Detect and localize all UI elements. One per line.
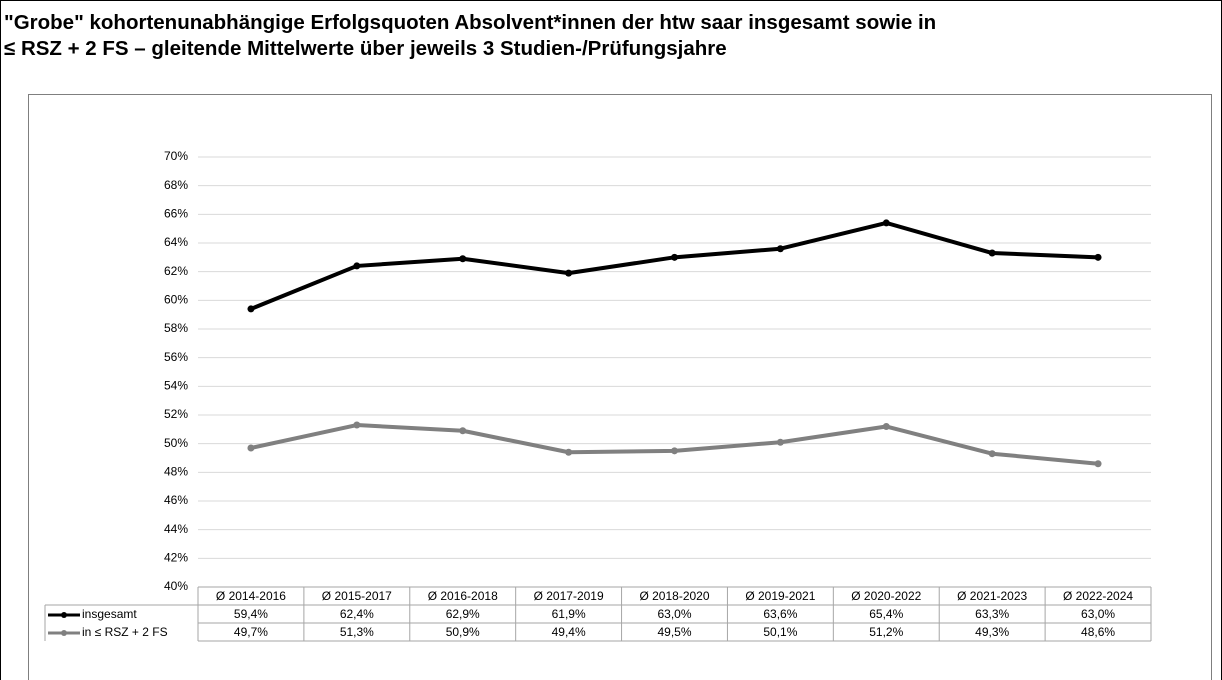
x-tick-label: Ø 2018-2020 <box>639 589 709 603</box>
data-table-value: 48,6% <box>1081 625 1115 639</box>
data-table-value: 63,0% <box>1081 607 1115 621</box>
data-table-value: 51,3% <box>340 625 374 639</box>
data-point <box>459 427 467 435</box>
x-tick-label: Ø 2015-2017 <box>322 589 392 603</box>
y-tick-label: 50% <box>164 436 188 450</box>
x-tick-label: Ø 2021-2023 <box>957 589 1027 603</box>
data-point <box>459 255 467 263</box>
legend-swatch-marker <box>61 630 67 636</box>
y-tick-label: 62% <box>164 264 188 278</box>
data-point <box>776 438 784 446</box>
data-table-value: 65,4% <box>869 607 903 621</box>
y-tick-label: 64% <box>164 235 188 249</box>
y-tick-label: 48% <box>164 465 188 479</box>
data-point <box>353 262 361 270</box>
chart-title-line: ≤ RSZ + 2 FS – gleitende Mittelwerte übe… <box>4 37 727 60</box>
y-tick-label: 70% <box>164 149 188 163</box>
data-point <box>565 269 573 277</box>
data-point <box>247 305 255 313</box>
x-tick-label: Ø 2022-2024 <box>1063 589 1133 603</box>
data-table-value: 63,6% <box>763 607 797 621</box>
data-point <box>882 219 890 227</box>
data-table-value: 62,4% <box>340 607 374 621</box>
data-point <box>776 245 784 253</box>
chart-title-line: "Grobe" kohortenunabhängige Erfolgsquote… <box>4 11 936 34</box>
data-table-value: 59,4% <box>234 607 268 621</box>
y-tick-label: 56% <box>164 350 188 364</box>
y-tick-label: 66% <box>164 207 188 221</box>
chart-frame <box>28 94 1212 680</box>
y-tick-label: 68% <box>164 178 188 192</box>
x-tick-label: Ø 2016-2018 <box>428 589 498 603</box>
data-table-value: 49,7% <box>234 625 268 639</box>
data-point <box>988 450 996 458</box>
data-table-value: 50,1% <box>763 625 797 639</box>
data-table-value: 63,3% <box>975 607 1009 621</box>
legend-label: insgesamt <box>82 607 137 621</box>
y-tick-label: 60% <box>164 293 188 307</box>
x-tick-label: Ø 2019-2021 <box>745 589 815 603</box>
legend-swatch-marker <box>61 612 67 618</box>
data-table-value: 63,0% <box>657 607 691 621</box>
data-table-value: 50,9% <box>446 625 480 639</box>
data-point <box>565 448 573 456</box>
y-tick-label: 44% <box>164 522 188 536</box>
y-tick-label: 40% <box>164 579 188 593</box>
y-tick-label: 52% <box>164 407 188 421</box>
x-tick-label: Ø 2017-2019 <box>534 589 604 603</box>
data-point <box>988 249 996 257</box>
x-tick-label: Ø 2014-2016 <box>216 589 286 603</box>
data-point <box>353 421 361 429</box>
legend-label: in ≤ RSZ + 2 FS <box>82 625 168 639</box>
data-table-value: 49,5% <box>657 625 691 639</box>
data-table-value: 49,3% <box>975 625 1009 639</box>
x-tick-label: Ø 2020-2022 <box>851 589 921 603</box>
y-tick-label: 54% <box>164 379 188 393</box>
data-table-value: 51,2% <box>869 625 903 639</box>
data-point <box>671 253 678 261</box>
data-table-value: 61,9% <box>552 607 586 621</box>
data-point <box>247 444 255 452</box>
data-table-value: 62,9% <box>446 607 480 621</box>
data-point <box>1094 460 1102 468</box>
y-tick-label: 46% <box>164 493 188 507</box>
data-point <box>1094 253 1102 261</box>
y-tick-label: 42% <box>164 551 188 565</box>
series-line <box>250 423 1099 466</box>
y-tick-label: 58% <box>164 321 188 335</box>
data-table-value: 49,4% <box>552 625 586 639</box>
data-point <box>882 422 890 430</box>
data-point <box>671 447 678 455</box>
series-line <box>250 220 1099 311</box>
